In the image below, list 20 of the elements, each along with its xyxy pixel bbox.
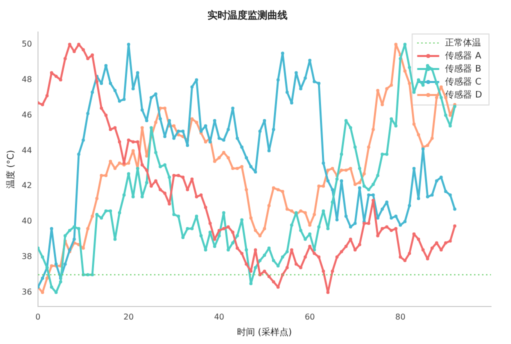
x-tick-label: 0 <box>35 312 41 322</box>
y-axis-title: 温度 (°C) <box>6 150 17 189</box>
y-tick-label: 36 <box>22 288 32 297</box>
y-tick-label: 48 <box>22 74 32 84</box>
legend-label: 传感器 B <box>445 63 482 74</box>
x-tick-label: 80 <box>395 312 406 322</box>
y-tick-label: 44 <box>22 146 32 155</box>
y-tick-label: 38 <box>22 252 32 262</box>
legend-label: 传感器 C <box>445 76 482 88</box>
legend-label: 传感器 A <box>445 50 482 62</box>
y-tick-label: 50 <box>22 39 32 48</box>
legend-label: 正常体温 <box>445 37 482 48</box>
x-axis-title: 时间 (采样点) <box>237 326 292 338</box>
y-tick-label: 42 <box>22 181 32 190</box>
chart-title: 实时温度监测曲线 <box>208 10 288 22</box>
y-tick-label: 46 <box>22 110 32 120</box>
x-tick-label: 60 <box>304 312 315 322</box>
x-tick-label: 40 <box>214 312 224 322</box>
x-tick-label: 20 <box>123 312 134 322</box>
y-tick-label: 40 <box>22 216 32 226</box>
